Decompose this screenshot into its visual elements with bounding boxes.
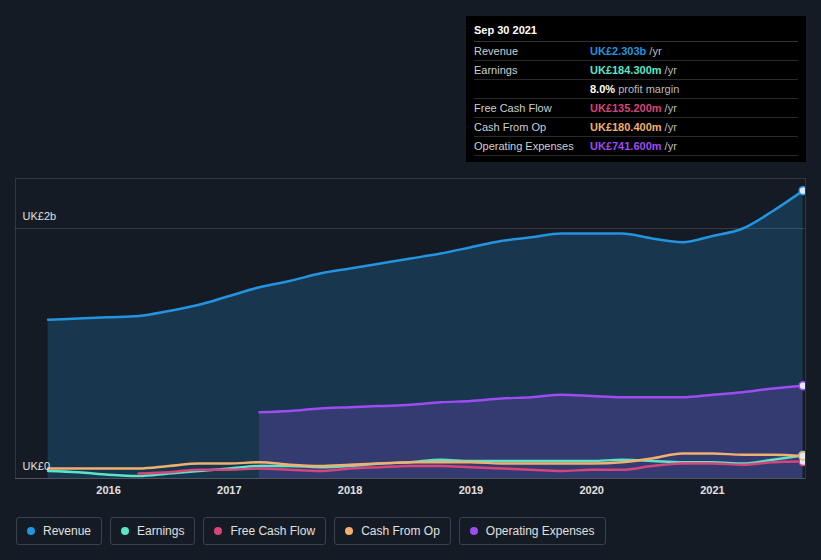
html-text:Revenue: Revenue bbox=[474, 45, 518, 57]
svg-text:UK£0: UK£0 bbox=[23, 460, 51, 472]
svg-text:2016: 2016 bbox=[96, 484, 120, 496]
svg-text:2018: 2018 bbox=[338, 484, 362, 496]
html-text:Operating Expenses: Operating Expenses bbox=[474, 140, 574, 152]
html-text:UK£180.400m /yr: UK£180.400m /yr bbox=[590, 121, 677, 133]
html-text:Free Cash Flow: Free Cash Flow bbox=[230, 524, 316, 538]
html-text:Operating Expenses: Operating Expenses bbox=[485, 524, 595, 538]
svg-text:2017: 2017 bbox=[217, 484, 241, 496]
svg-text:UK£2b: UK£2b bbox=[23, 210, 57, 222]
svg-text:2019: 2019 bbox=[459, 484, 483, 496]
html-text:Cash From Op: Cash From Op bbox=[474, 121, 547, 133]
html-text:UK£184.300m /yr: UK£184.300m /yr bbox=[590, 64, 677, 76]
html-text:Sep 30 2021: Sep 30 2021 bbox=[474, 24, 537, 36]
svg-text:2020: 2020 bbox=[579, 484, 603, 496]
svg-text:2021: 2021 bbox=[700, 484, 724, 496]
html-text:UK£135.200m /yr: UK£135.200m /yr bbox=[590, 102, 677, 114]
html-text:Free Cash Flow: Free Cash Flow bbox=[474, 102, 552, 114]
html-text:Earnings: Earnings bbox=[137, 524, 185, 538]
html-text:8.0% profit margin: 8.0% profit margin bbox=[590, 83, 680, 95]
html-text:Cash From Op: Cash From Op bbox=[361, 524, 440, 538]
html-text:UK£741.600m /yr: UK£741.600m /yr bbox=[590, 140, 677, 152]
html-text:Revenue: Revenue bbox=[43, 524, 91, 538]
html-text:Earnings: Earnings bbox=[474, 64, 518, 76]
html-text:UK£2.303b /yr: UK£2.303b /yr bbox=[590, 45, 662, 57]
